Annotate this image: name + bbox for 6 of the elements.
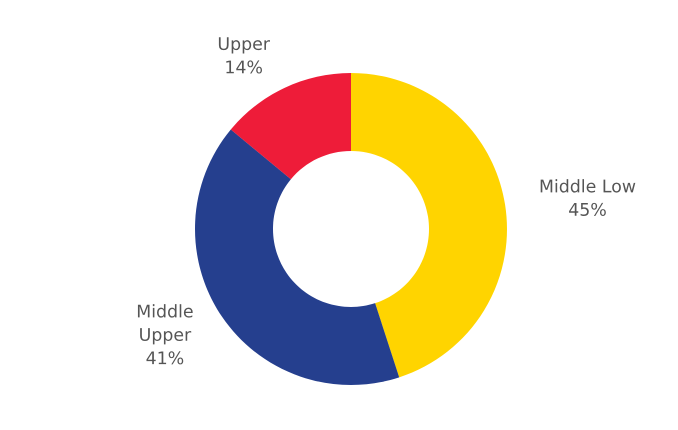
- slice-label: Upper: [218, 37, 270, 54]
- slice-label: Middle Upper: [138, 304, 193, 344]
- data-label: 45%: [569, 202, 606, 216]
- slice-label: Middle Low: [540, 179, 636, 193]
- data-label: 41%: [146, 351, 184, 364]
- data-label: 14%: [226, 60, 262, 74]
